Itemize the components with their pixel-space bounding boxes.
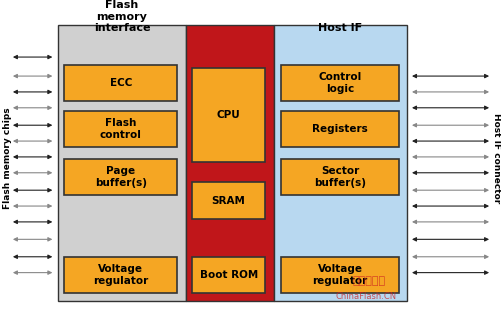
Text: Control
logic: Control logic	[318, 72, 361, 94]
Bar	[185, 25, 273, 301]
Text: Host IF: Host IF	[317, 23, 361, 33]
Text: Boot ROM: Boot ROM	[199, 270, 258, 280]
Bar	[58, 25, 185, 301]
Text: Sector
buffer(s): Sector buffer(s)	[314, 166, 365, 188]
Bar	[273, 25, 406, 301]
Text: Host IF connector: Host IF connector	[491, 113, 500, 204]
Bar	[192, 182, 265, 219]
Bar	[64, 257, 177, 293]
Text: Flash
control: Flash control	[100, 118, 141, 140]
Text: Page
buffer(s): Page buffer(s)	[95, 166, 146, 188]
Text: CPU: CPU	[216, 110, 240, 120]
Bar	[192, 68, 265, 162]
Text: Flash
memory
interface: Flash memory interface	[94, 0, 150, 33]
Bar	[64, 65, 177, 101]
Bar	[281, 65, 398, 101]
Text: SRAM: SRAM	[211, 196, 245, 205]
Text: Voltage
regulator: Voltage regulator	[312, 264, 367, 286]
Bar	[192, 257, 265, 293]
Text: ChinaFlash.CN: ChinaFlash.CN	[335, 292, 396, 301]
Text: Voltage
regulator: Voltage regulator	[93, 264, 148, 286]
Text: ECC: ECC	[109, 78, 132, 88]
Bar	[64, 111, 177, 147]
Bar	[281, 111, 398, 147]
Text: Registers: Registers	[312, 124, 367, 134]
Text: Flash memory chips: Flash memory chips	[3, 108, 12, 209]
Bar	[281, 158, 398, 195]
Bar	[64, 158, 177, 195]
Bar	[281, 257, 398, 293]
Text: 中国闪存网: 中国闪存网	[352, 275, 385, 286]
